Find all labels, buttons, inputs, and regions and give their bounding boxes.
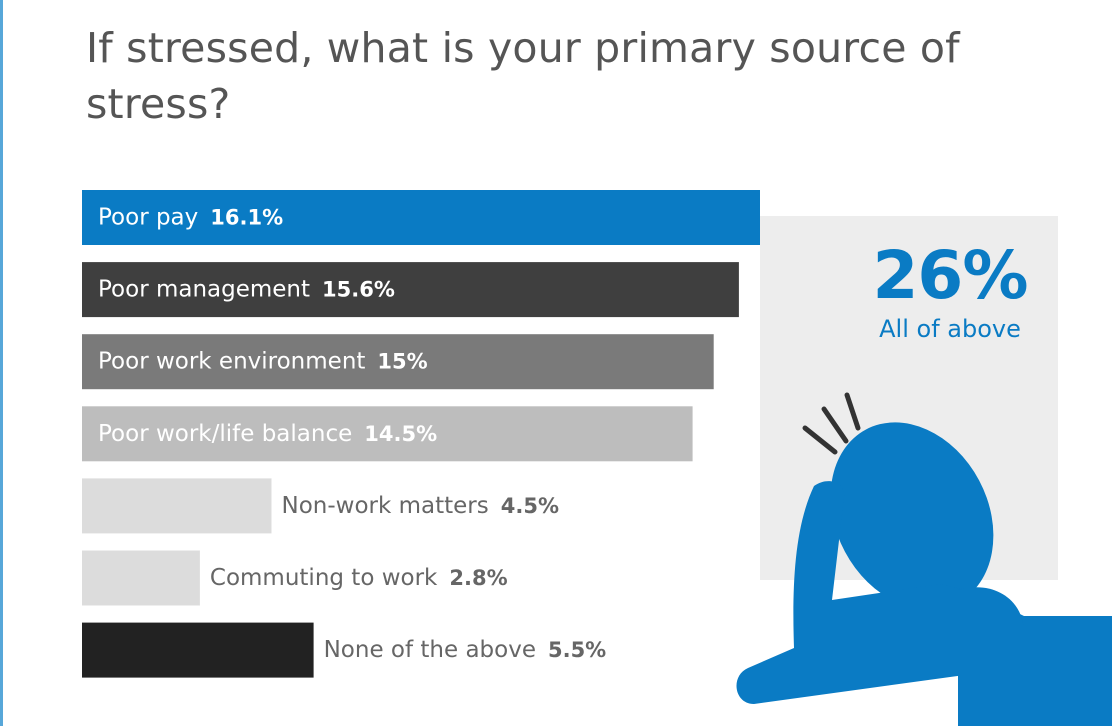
value-label-non-work-matters: 4.5% xyxy=(501,494,559,518)
value-label-poor-pay: 16.1% xyxy=(210,206,283,230)
bar-commuting-to-work xyxy=(82,550,200,606)
category-label-poor-work-life-balance: Poor work/life balance xyxy=(98,421,352,447)
person-figure xyxy=(736,422,1112,726)
bar-label-non-work-matters: Non-work matters 4.5% xyxy=(282,493,560,519)
bar-poor-work-environment xyxy=(82,334,714,390)
value-label-commuting-to-work: 2.8% xyxy=(449,566,507,590)
bar-label-poor-management: Poor management 15.6% xyxy=(98,277,395,303)
bar-label-poor-pay: Poor pay 16.1% xyxy=(98,205,283,231)
bar-none-of-the-above xyxy=(82,622,314,678)
bar-label-none-of-the-above: None of the above 5.5% xyxy=(324,637,607,663)
value-label-poor-work-environment: 15% xyxy=(377,350,427,374)
left-accent-rule xyxy=(0,0,3,726)
value-label-none-of-the-above: 5.5% xyxy=(548,638,606,662)
category-label-commuting-to-work: Commuting to work xyxy=(210,565,438,591)
bar-label-commuting-to-work: Commuting to work 2.8% xyxy=(210,565,508,591)
bar-non-work-matters xyxy=(82,478,272,534)
bar-poor-management xyxy=(82,262,739,318)
stressed-person-icon xyxy=(736,392,1112,726)
stress-lines-icon xyxy=(802,392,861,455)
bar-poor-work-life-balance xyxy=(82,406,693,462)
category-label-poor-pay: Poor pay xyxy=(98,205,198,231)
category-label-poor-work-environment: Poor work environment xyxy=(98,349,365,375)
category-label-non-work-matters: Non-work matters xyxy=(282,493,489,519)
bar-poor-pay xyxy=(82,190,760,245)
bar-label-poor-work-life-balance: Poor work/life balance 14.5% xyxy=(98,421,437,447)
value-label-poor-management: 15.6% xyxy=(322,278,395,302)
bar-label-poor-work-environment: Poor work environment 15% xyxy=(98,349,428,375)
all-of-above-value: 26% xyxy=(872,237,1029,314)
value-label-poor-work-life-balance: 14.5% xyxy=(364,422,437,446)
all-of-above-label: All of above xyxy=(879,315,1021,343)
chart-title: If stressed, what is your primary source… xyxy=(86,24,960,128)
category-label-none-of-the-above: None of the above xyxy=(324,637,536,663)
category-label-poor-management: Poor management xyxy=(98,277,310,303)
